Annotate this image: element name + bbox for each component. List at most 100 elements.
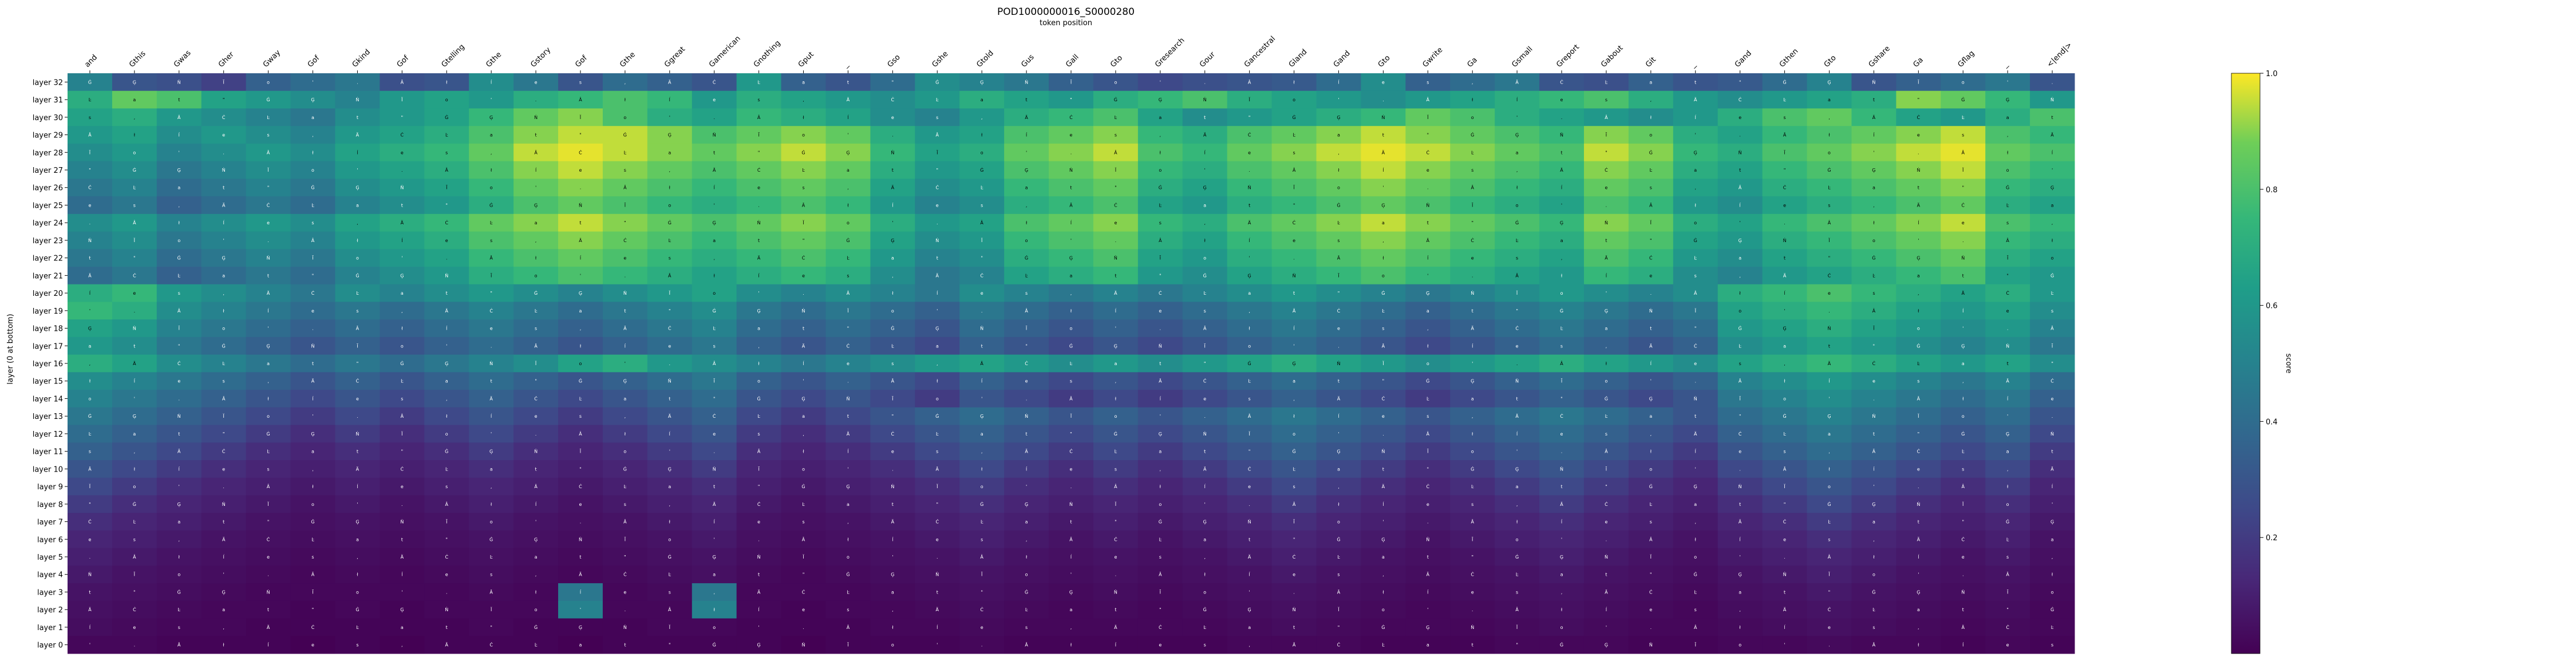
- cell-glyph: o: [1739, 643, 1741, 648]
- cell-glyph: Â: [1605, 114, 1608, 120]
- heatmap-cell: [1807, 73, 1852, 92]
- cell-glyph: Ń: [1381, 114, 1385, 120]
- cell-glyph: Ģ: [445, 361, 448, 367]
- heatmap-cell: [1450, 90, 1495, 109]
- cell-glyph: ,: [1070, 291, 1072, 296]
- cell-glyph: e: [267, 220, 270, 225]
- heatmap-cell: [1227, 196, 1273, 215]
- cell-glyph: ': [1650, 379, 1652, 384]
- cell-glyph: Ġ: [1872, 255, 1875, 261]
- heatmap-cell: [870, 284, 915, 302]
- heatmap-cell: [1583, 196, 1629, 215]
- heatmap-cell: [781, 267, 826, 285]
- cell-glyph: e: [713, 432, 716, 437]
- cell-glyph: Ŀ: [757, 80, 760, 85]
- heatmap-cell: [692, 372, 737, 390]
- cell-glyph: Ĭ: [1025, 325, 1028, 331]
- cell-glyph: ł: [134, 133, 136, 138]
- cell-glyph: Â: [802, 536, 805, 542]
- cell-glyph: Ġ: [1515, 220, 1519, 225]
- colorbar-ticks: 0.20.40.60.81.0: [2260, 70, 2278, 543]
- cell-glyph: e: [267, 555, 270, 560]
- x-tick-label: Ga: [1465, 56, 1479, 69]
- cell-glyph: Ń: [1203, 96, 1207, 102]
- heatmap-cell: [558, 284, 603, 302]
- heatmap-cell: [156, 231, 202, 250]
- cell-glyph: o: [891, 308, 894, 314]
- heatmap-cell: [1583, 108, 1629, 126]
- cell-glyph: s: [579, 80, 582, 85]
- cell-glyph: t: [1472, 643, 1473, 648]
- heatmap-cell: [1004, 161, 1049, 179]
- heatmap-cell: [112, 319, 157, 338]
- x-tick-label: Gkind: [351, 48, 372, 69]
- cell-glyph: Ŀ: [1917, 361, 1920, 366]
- cell-glyph: Ä: [1069, 202, 1073, 208]
- cell-glyph: s: [2006, 555, 2009, 560]
- cell-glyph: a: [891, 256, 894, 261]
- heatmap-cell: [112, 73, 157, 92]
- heatmap-cell: [1717, 179, 1763, 197]
- heatmap-cell: [513, 267, 559, 285]
- cell-glyph: Ä: [534, 484, 538, 489]
- heatmap-cell: [380, 213, 425, 232]
- cell-glyph: o: [1203, 589, 1206, 595]
- heatmap-cell: [602, 231, 648, 250]
- heatmap-cell: [1539, 337, 1585, 355]
- heatmap-cell: [736, 372, 782, 390]
- cell-glyph: s: [89, 449, 91, 454]
- heatmap-cell: [692, 179, 737, 197]
- heatmap-cell: [1093, 126, 1139, 144]
- cell-glyph: t: [579, 220, 581, 225]
- cell-glyph: o: [356, 256, 359, 261]
- heatmap-cell: [1405, 90, 1451, 109]
- heatmap-cell: [156, 249, 202, 267]
- heatmap-cell: [2030, 231, 2075, 250]
- cell-glyph: Ģ: [1560, 555, 1563, 560]
- cell-glyph: Ģ: [177, 502, 181, 508]
- cell-glyph: a: [1337, 133, 1340, 138]
- y-tick-label: layer 0: [37, 642, 63, 650]
- heatmap-cell: [1316, 213, 1361, 232]
- heatmap-cell: [1004, 126, 1049, 144]
- cell-glyph: o: [1337, 520, 1340, 525]
- heatmap-cell: [1539, 284, 1585, 302]
- heatmap-cell: [201, 108, 247, 126]
- cell-glyph: Ċ: [1069, 114, 1073, 120]
- heatmap-cell: [68, 284, 113, 302]
- heatmap-cell: [1271, 108, 1317, 126]
- cell-glyph: a: [713, 572, 716, 577]
- heatmap-cell: [602, 337, 648, 355]
- heatmap-cell: [1717, 126, 1763, 144]
- heatmap-cell: [870, 231, 915, 250]
- cell-glyph: ĺ: [1204, 149, 1206, 155]
- cell-glyph: Ġ: [623, 466, 627, 472]
- heatmap-cell: [1673, 73, 1718, 92]
- heatmap-cell: [647, 108, 693, 126]
- cell-glyph: Ń: [1337, 360, 1340, 366]
- heatmap-cell: [201, 284, 247, 302]
- heatmap-cell: [1673, 213, 1718, 232]
- cell-glyph: ': [2007, 80, 2008, 85]
- cell-glyph: s: [669, 256, 671, 261]
- cell-glyph: Ĭ: [267, 167, 269, 173]
- cell-glyph: .: [1338, 343, 1340, 349]
- heatmap-cell: [781, 179, 826, 197]
- cell-glyph: ': [1204, 502, 1206, 507]
- cell-glyph: Â: [980, 553, 983, 560]
- heatmap-cell: [1583, 337, 1629, 355]
- cell-glyph: s: [1293, 484, 1295, 489]
- cell-glyph: Ŀ: [847, 256, 850, 261]
- cell-glyph: ': [1338, 432, 1339, 437]
- cell-glyph: Ä: [1069, 536, 1073, 542]
- cell-glyph: Ċ: [1828, 607, 1831, 612]
- heatmap-cell: [1628, 179, 1674, 197]
- cell-glyph: Ŀ: [1159, 537, 1162, 542]
- cell-glyph: ĺ: [491, 78, 492, 85]
- cell-glyph: t: [1249, 537, 1250, 542]
- heatmap-cell: [1450, 354, 1495, 373]
- cell-glyph: Ģ: [311, 97, 314, 103]
- heatmap-cell: [424, 337, 469, 355]
- cell-glyph: t: [178, 432, 180, 437]
- cell-glyph: t: [267, 273, 269, 278]
